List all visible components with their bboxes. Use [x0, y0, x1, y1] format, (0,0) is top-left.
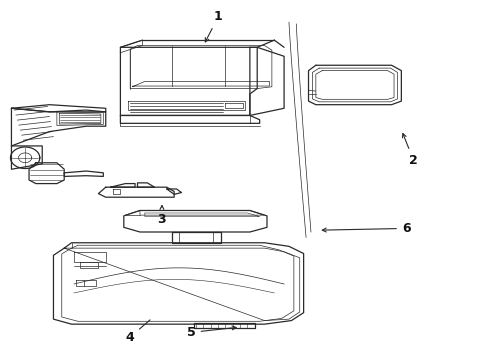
Text: 3: 3	[158, 206, 166, 226]
Text: 5: 5	[187, 326, 236, 339]
Text: 1: 1	[205, 10, 222, 42]
Text: 4: 4	[126, 320, 150, 343]
Text: 6: 6	[322, 222, 411, 235]
Text: 2: 2	[402, 134, 418, 167]
